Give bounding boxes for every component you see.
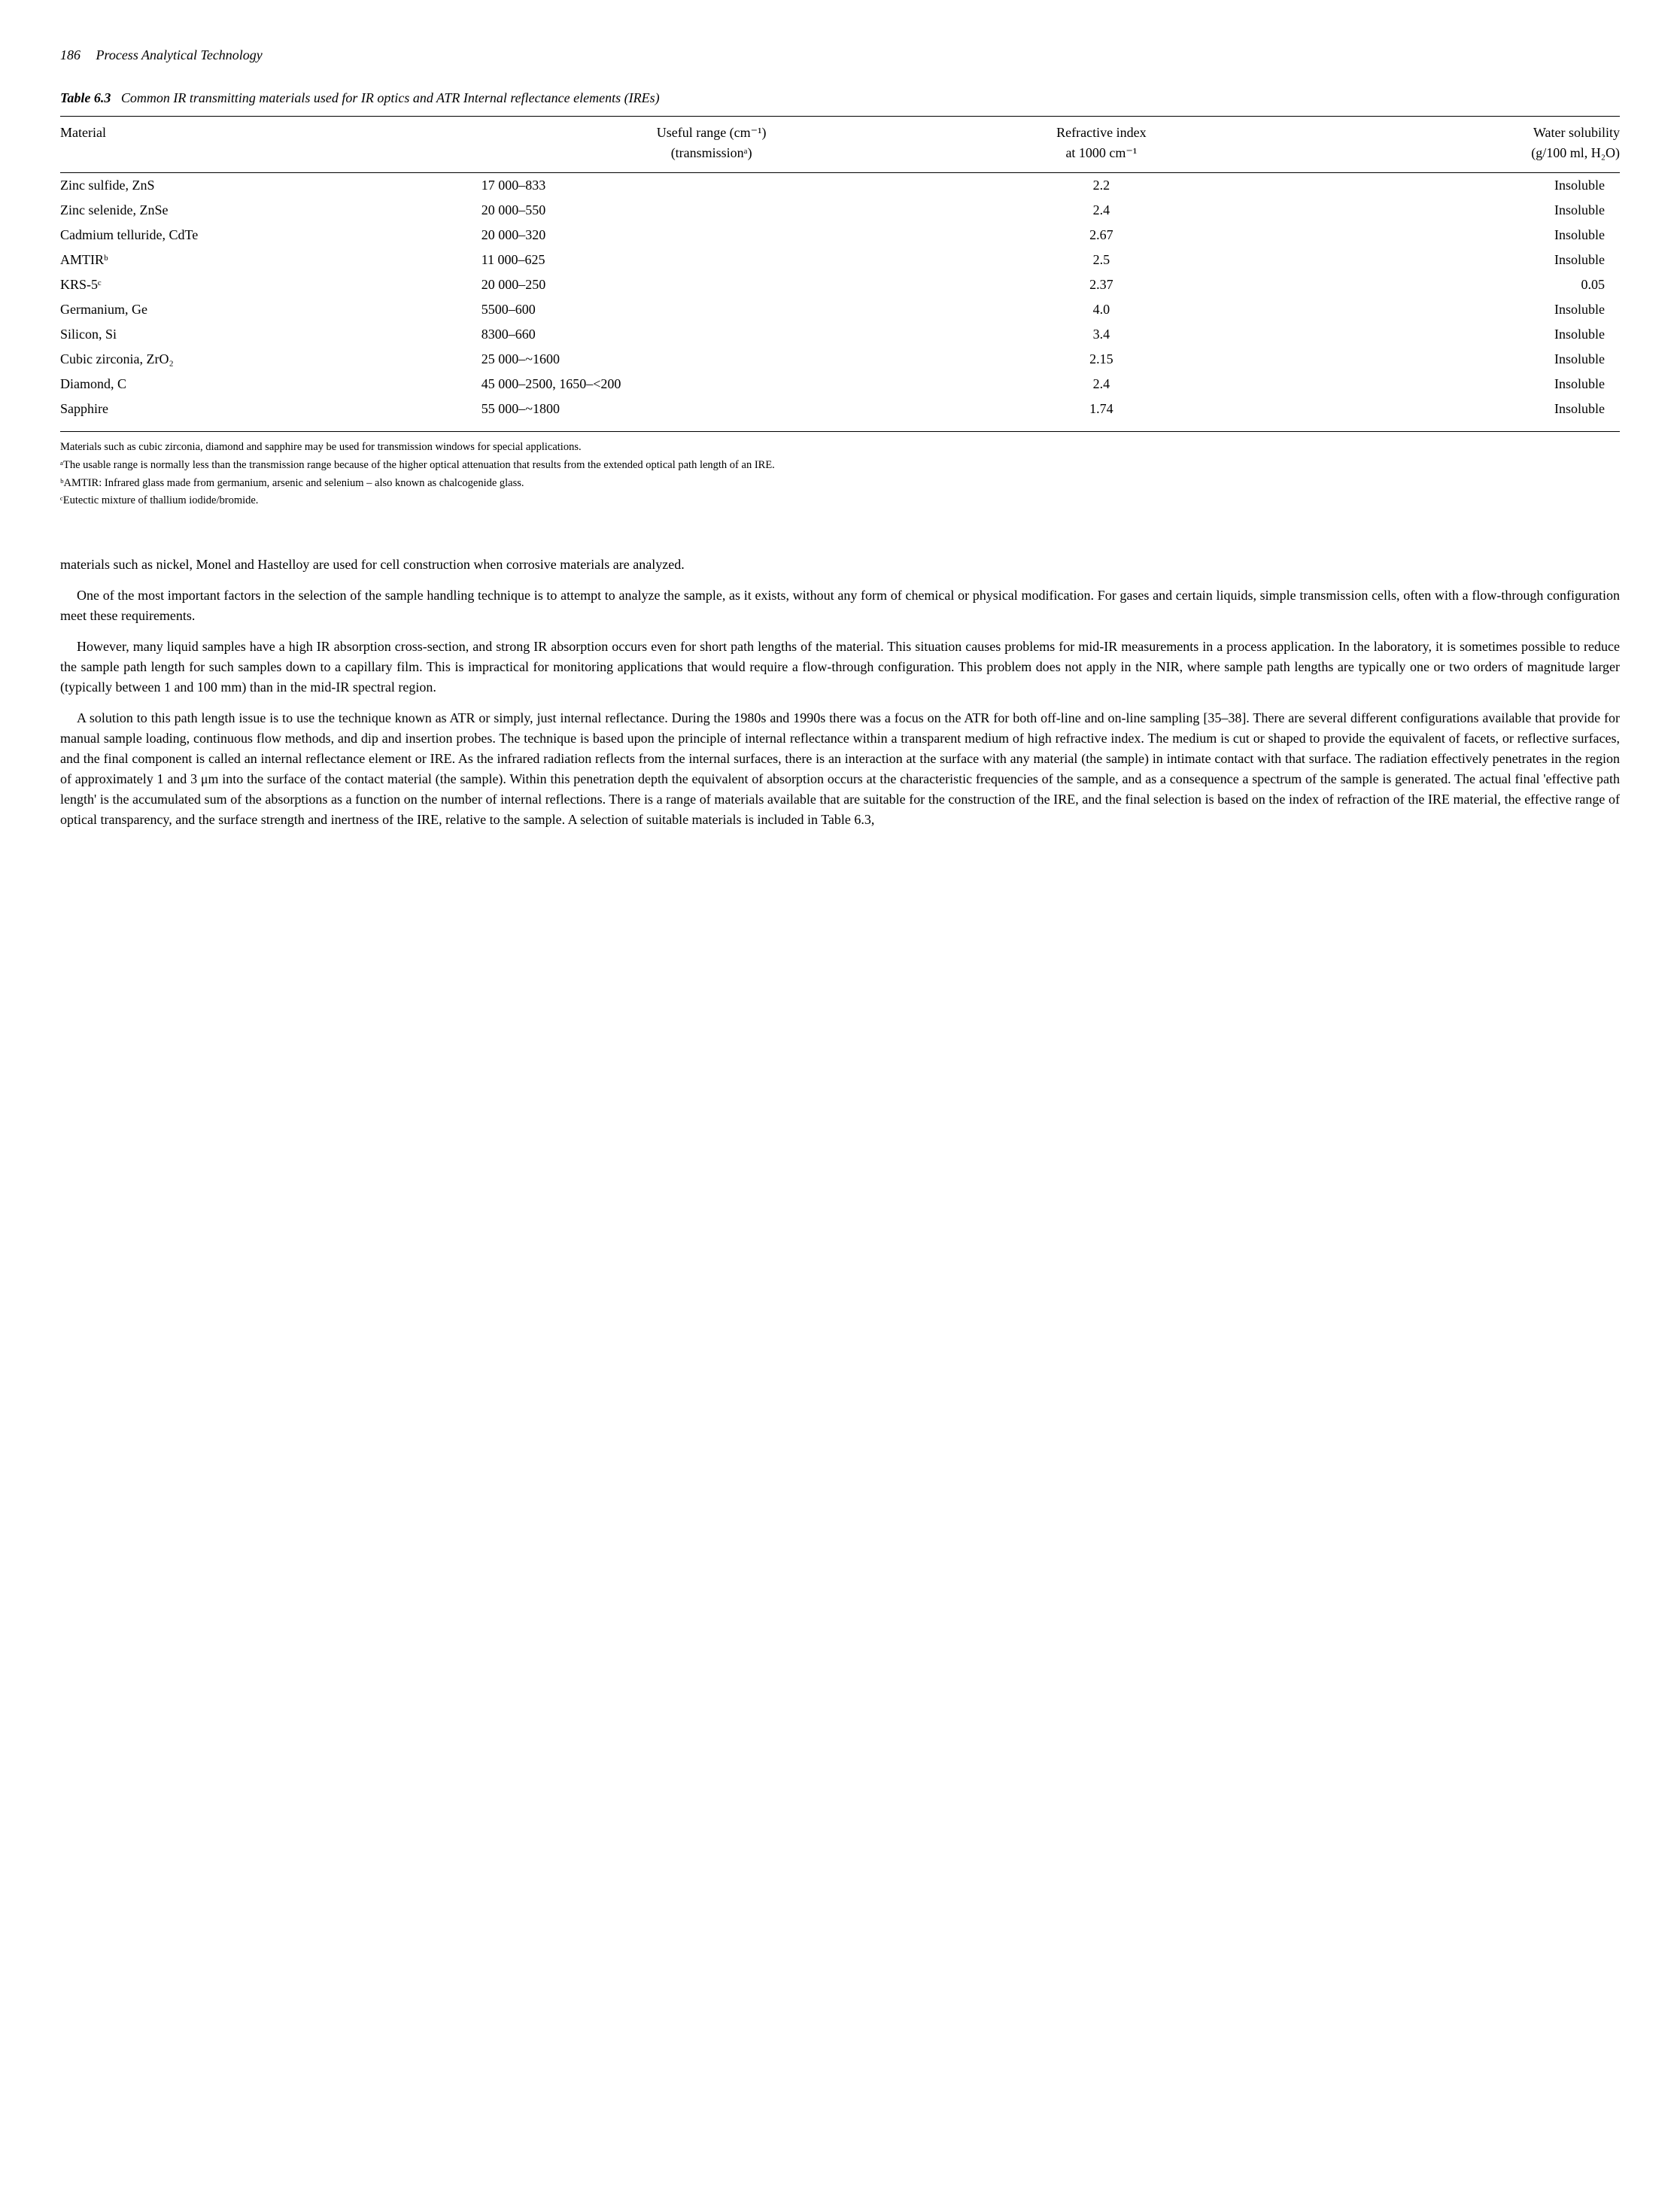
col-header-sol-line2: (g/100 ml, H₂O) [1261, 143, 1620, 163]
cell-solubility: Insoluble [1261, 248, 1620, 272]
cell-material: Zinc sulfide, ZnS [60, 173, 482, 199]
cell-refractive-index: 4.0 [949, 297, 1262, 322]
cell-range: 5500–600 [482, 297, 949, 322]
col-header-material: Material [60, 117, 482, 173]
body-paragraph-1: materials such as nickel, Monel and Hast… [60, 555, 1620, 575]
footnote-a: ᵃThe usable range is normally less than … [60, 458, 1620, 474]
table-row: Cubic zirconia, ZrO₂25 000–~16002.15Inso… [60, 347, 1620, 372]
cell-refractive-index: 3.4 [949, 322, 1262, 347]
cell-refractive-index: 2.37 [949, 272, 1262, 297]
body-paragraph-4: A solution to this path length issue is … [60, 708, 1620, 830]
table-row: Diamond, C45 000–2500, 1650–<2002.4Insol… [60, 372, 1620, 397]
cell-refractive-index: 2.67 [949, 223, 1262, 248]
col-header-sol: Water solubility (g/100 ml, H₂O) [1261, 117, 1620, 173]
table-row: Silicon, Si8300–6603.4Insoluble [60, 322, 1620, 347]
cell-range: 8300–660 [482, 322, 949, 347]
cell-material: Diamond, C [60, 372, 482, 397]
cell-range: 20 000–550 [482, 198, 949, 223]
table-caption: Table 6.3 Common IR transmitting materia… [60, 88, 1620, 108]
cell-material: Germanium, Ge [60, 297, 482, 322]
cell-material: KRS-5ᶜ [60, 272, 482, 297]
running-header: 186 Process Analytical Technology [60, 45, 1620, 65]
cell-solubility: Insoluble [1261, 322, 1620, 347]
ir-materials-table: Material Useful range (cm⁻¹) (transmissi… [60, 116, 1620, 425]
running-header-text: Process Analytical Technology [96, 47, 263, 62]
page-number: 186 [60, 47, 81, 62]
table-header-row: Material Useful range (cm⁻¹) (transmissi… [60, 117, 1620, 173]
footnote-b: ᵇAMTIR: Infrared glass made from germani… [60, 476, 1620, 492]
footnote-general: Materials such as cubic zirconia, diamon… [60, 439, 1620, 456]
cell-range: 20 000–320 [482, 223, 949, 248]
cell-refractive-index: 2.15 [949, 347, 1262, 372]
cell-refractive-index: 2.4 [949, 198, 1262, 223]
cell-range: 11 000–625 [482, 248, 949, 272]
cell-solubility: 0.05 [1261, 272, 1620, 297]
table-bottom-rule [60, 431, 1620, 432]
col-header-ri: Refractive index at 1000 cm⁻¹ [949, 117, 1262, 173]
col-header-sol-line1: Water solubility [1533, 125, 1620, 140]
cell-material: Zinc selenide, ZnSe [60, 198, 482, 223]
cell-range: 20 000–250 [482, 272, 949, 297]
table-body: Zinc sulfide, ZnS17 000–8332.2InsolubleZ… [60, 173, 1620, 426]
table-row: Zinc sulfide, ZnS17 000–8332.2Insoluble [60, 173, 1620, 199]
body-paragraph-3: However, many liquid samples have a high… [60, 637, 1620, 698]
body-paragraph-2: One of the most important factors in the… [60, 585, 1620, 626]
col-header-range: Useful range (cm⁻¹) (transmissionᵃ) [482, 117, 949, 173]
cell-range: 45 000–2500, 1650–<200 [482, 372, 949, 397]
col-header-ri-line2: at 1000 cm⁻¹ [949, 143, 1254, 163]
table-footnotes: Materials such as cubic zirconia, diamon… [60, 439, 1620, 509]
cell-material: Silicon, Si [60, 322, 482, 347]
table-row: Germanium, Ge5500–6004.0Insoluble [60, 297, 1620, 322]
cell-range: 55 000–~1800 [482, 397, 949, 425]
table-row: Cadmium telluride, CdTe20 000–3202.67Ins… [60, 223, 1620, 248]
cell-refractive-index: 1.74 [949, 397, 1262, 425]
cell-solubility: Insoluble [1261, 397, 1620, 425]
cell-solubility: Insoluble [1261, 223, 1620, 248]
table-caption-text: Common IR transmitting materials used fo… [121, 90, 660, 105]
cell-solubility: Insoluble [1261, 347, 1620, 372]
cell-solubility: Insoluble [1261, 173, 1620, 199]
cell-material: Sapphire [60, 397, 482, 425]
cell-material: Cubic zirconia, ZrO₂ [60, 347, 482, 372]
col-header-material-text: Material [60, 125, 106, 140]
table-row: Sapphire55 000–~18001.74Insoluble [60, 397, 1620, 425]
cell-material: Cadmium telluride, CdTe [60, 223, 482, 248]
cell-range: 25 000–~1600 [482, 347, 949, 372]
cell-material: AMTIRᵇ [60, 248, 482, 272]
col-header-ri-line1: Refractive index [1056, 125, 1146, 140]
cell-range: 17 000–833 [482, 173, 949, 199]
table-row: KRS-5ᶜ20 000–2502.370.05 [60, 272, 1620, 297]
col-header-range-line2: (transmissionᵃ) [482, 143, 942, 163]
cell-solubility: Insoluble [1261, 372, 1620, 397]
cell-refractive-index: 2.2 [949, 173, 1262, 199]
cell-refractive-index: 2.4 [949, 372, 1262, 397]
table-row: AMTIRᵇ11 000–6252.5Insoluble [60, 248, 1620, 272]
cell-refractive-index: 2.5 [949, 248, 1262, 272]
footnote-c: ᶜEutectic mixture of thallium iodide/bro… [60, 493, 1620, 509]
col-header-range-line1: Useful range (cm⁻¹) [657, 125, 767, 140]
table-row: Zinc selenide, ZnSe20 000–5502.4Insolubl… [60, 198, 1620, 223]
cell-solubility: Insoluble [1261, 198, 1620, 223]
table-caption-label: Table 6.3 [60, 90, 111, 105]
cell-solubility: Insoluble [1261, 297, 1620, 322]
